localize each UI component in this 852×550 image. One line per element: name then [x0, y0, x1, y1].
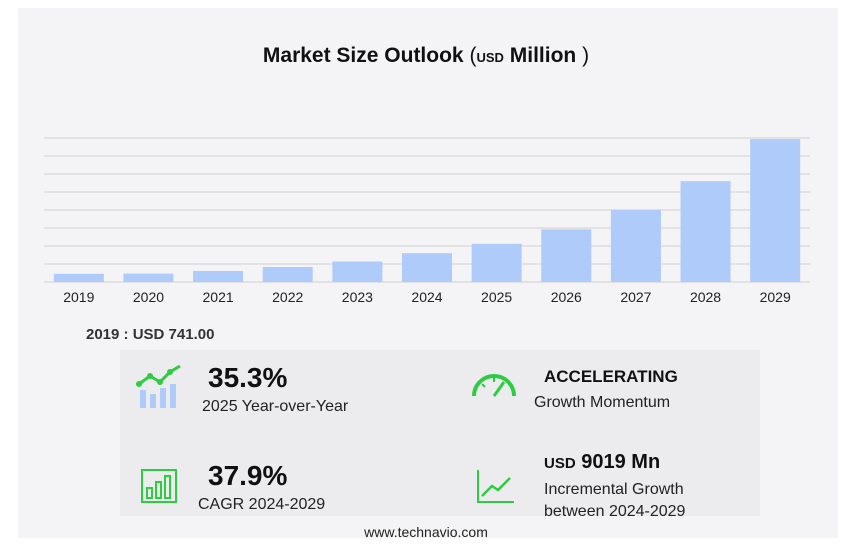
- growth-chart-icon: [136, 364, 181, 408]
- bar-2020: [123, 273, 174, 282]
- bar-2019: [53, 273, 104, 282]
- incremental-amount: 9019 Mn: [581, 451, 661, 473]
- stats-panel: 35.3% 2025 Year-over-Year ACCELERATING G…: [120, 350, 760, 520]
- title-main: Market Size Outlook: [262, 44, 464, 67]
- x-tick-label: 2024: [411, 289, 442, 305]
- incremental-label-2: between 2024-2029: [544, 503, 686, 520]
- incremental-label-1: Incremental Growth: [544, 481, 684, 498]
- x-tick-label: 2029: [760, 289, 791, 305]
- bar-2027: [610, 210, 661, 282]
- speedometer-icon: [472, 374, 516, 397]
- bar-chart: 2019 2020 2021 2022 2023 2024 2025 2026 2027 2028…: [44, 137, 810, 305]
- source-footer: www.technavio.com: [364, 524, 488, 540]
- bar-2023: [332, 261, 383, 282]
- bar-2024: [402, 253, 452, 282]
- title-paren-open: (: [469, 44, 477, 67]
- x-tick-label: 2025: [481, 289, 512, 305]
- trend-line-icon: [477, 470, 514, 503]
- x-tick-label: 2027: [620, 289, 651, 305]
- title-unit: Million: [509, 44, 577, 67]
- x-tick-label: 2026: [551, 289, 582, 305]
- x-tick-label: 2019: [63, 289, 94, 305]
- momentum-label: Growth Momentum: [534, 394, 671, 411]
- yoy-value: 35.3%: [208, 362, 288, 393]
- x-tick-label: 2022: [272, 289, 303, 305]
- bar-chart-icon: [141, 469, 177, 503]
- x-tick-label: 2020: [133, 289, 164, 305]
- x-tick-label: 2021: [203, 289, 234, 305]
- title-paren-close: ): [582, 44, 590, 67]
- title-unit-small: USD: [476, 50, 504, 65]
- cagr-value: 37.9%: [208, 460, 288, 491]
- momentum-value: ACCELERATING: [544, 367, 678, 386]
- x-tick-label: 2023: [342, 289, 373, 305]
- chart-title: Market Size Outlook (USD Million ): [0, 44, 852, 68]
- x-tick-label: 2028: [690, 289, 721, 305]
- bar-2029: [750, 139, 801, 282]
- bar-2028: [680, 181, 731, 282]
- incremental-currency: USD: [544, 455, 576, 472]
- baseline-value: 2019 : USD 741.00: [86, 326, 215, 343]
- bar-2025: [471, 243, 522, 282]
- cagr-label: CAGR 2024-2029: [198, 496, 326, 513]
- incremental-value: USD 9019 Mn: [544, 451, 660, 474]
- bar-2026: [541, 229, 592, 282]
- yoy-label: 2025 Year-over-Year: [202, 398, 349, 415]
- bar-2021: [193, 270, 244, 282]
- bar-2022: [262, 267, 313, 282]
